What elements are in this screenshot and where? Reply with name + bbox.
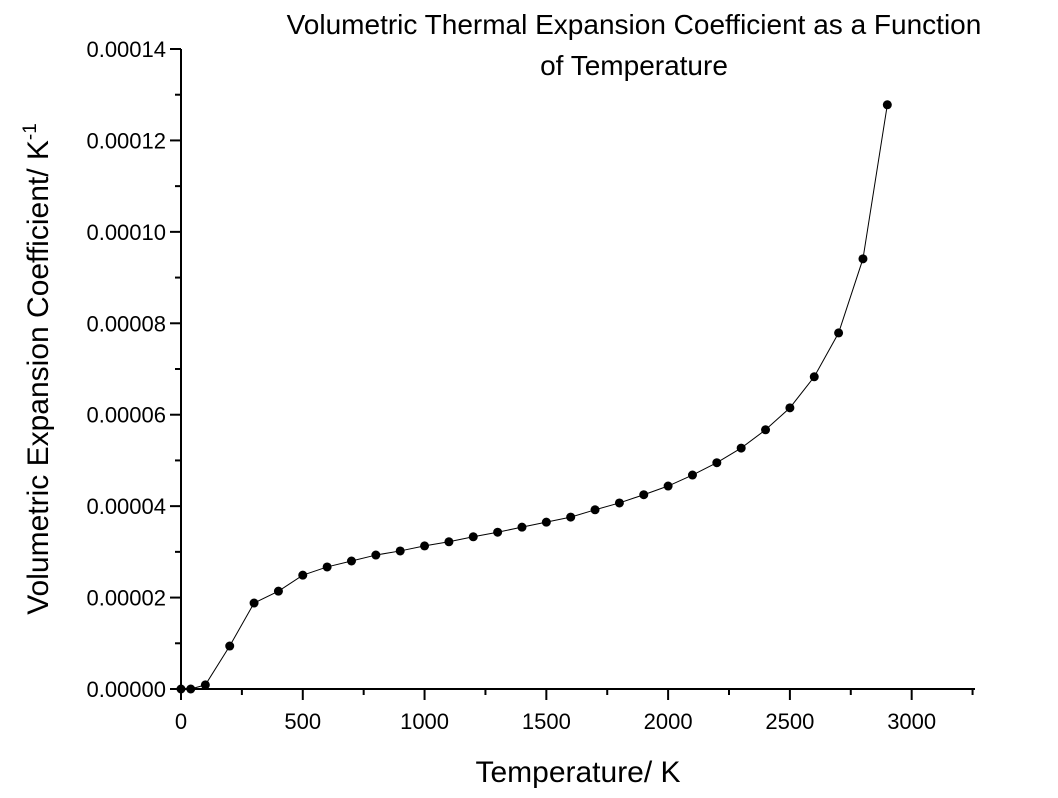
data-point [517, 522, 527, 532]
data-point [468, 532, 478, 542]
data-point [541, 517, 551, 527]
chart-title-line-1: Volumetric Thermal Expansion Coefficient… [287, 9, 982, 40]
y-tick-label: 0.00014 [86, 37, 166, 62]
data-point [834, 328, 844, 338]
y-tick-label: 0.00000 [86, 677, 166, 702]
data-point [493, 527, 503, 537]
x-tick-label: 1000 [400, 709, 449, 734]
x-axis-label: Temperature/ K [475, 756, 680, 789]
x-tick-label: 500 [284, 709, 321, 734]
y-tick-label: 0.00002 [86, 586, 166, 611]
series-points [176, 100, 892, 694]
series-line [181, 104, 888, 690]
data-point [186, 684, 196, 694]
y-axis-label-superscript: -1 [20, 123, 41, 140]
y-tick-label: 0.00010 [86, 220, 166, 245]
x-tick-label: 3000 [887, 709, 936, 734]
chart-title-line-2: of Temperature [540, 50, 728, 81]
data-point [785, 403, 795, 413]
data-point [249, 598, 259, 608]
y-axis-label: Volumetric Expansion Coefficient/ K-1 [20, 123, 55, 615]
data-point [444, 537, 454, 547]
data-point [176, 684, 186, 694]
data-point [566, 512, 576, 522]
data-point [882, 100, 892, 110]
data-point [346, 556, 356, 566]
data-point [420, 541, 430, 551]
x-tick-label: 2500 [765, 709, 814, 734]
data-point [590, 505, 600, 515]
x-tick-label: 2000 [644, 709, 693, 734]
y-tick-label: 0.00012 [86, 128, 166, 153]
data-point [322, 562, 332, 572]
y-axis-label-text: Volumetric Expansion Coefficient/ K [22, 140, 55, 615]
axes [170, 48, 975, 700]
data-point [273, 586, 283, 596]
tick-labels: 0 500 1000 1500 2000 2500 3000 0.00000 0.00002 0.… [86, 37, 936, 734]
data-point [736, 443, 746, 453]
data-point [395, 546, 405, 556]
data-point [639, 490, 649, 500]
y-tick-label: 0.00006 [86, 403, 166, 428]
data-point [858, 254, 868, 264]
data-point [298, 570, 308, 580]
data-point [687, 470, 697, 480]
data-point [200, 680, 210, 690]
y-tick-label: 0.00004 [86, 494, 166, 519]
data-point [761, 425, 771, 435]
y-tick-label: 0.00008 [86, 311, 166, 336]
data-point [809, 372, 819, 382]
x-tick-label: 0 [175, 709, 187, 734]
data-point [712, 458, 722, 468]
data-point [225, 641, 235, 651]
x-tick-label: 1500 [522, 709, 571, 734]
data-point [614, 498, 624, 508]
data-point [663, 481, 673, 491]
data-point [371, 550, 381, 560]
